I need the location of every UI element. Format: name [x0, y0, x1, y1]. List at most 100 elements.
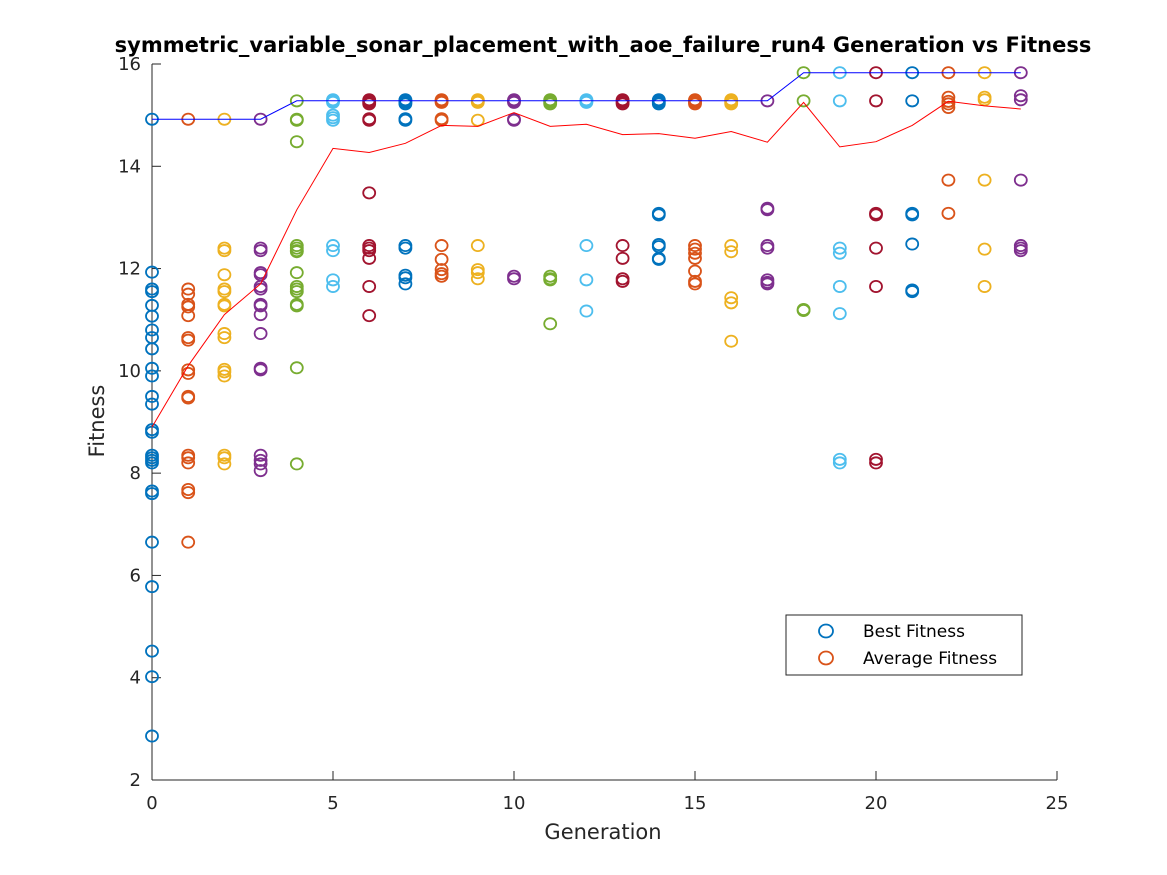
data-point [579, 273, 594, 287]
data-point [145, 323, 159, 337]
data-point [181, 287, 196, 301]
data-point [688, 239, 702, 253]
data-point [253, 308, 268, 322]
data-point [253, 453, 268, 467]
data-point [832, 94, 847, 108]
data-point [253, 327, 268, 341]
x-tick-label: 0 [146, 793, 157, 814]
data-point [362, 97, 377, 111]
data-point [760, 277, 775, 291]
data-point [543, 97, 558, 111]
data-point [398, 113, 413, 127]
data-point [326, 113, 340, 127]
data-point [507, 95, 521, 109]
data-point [181, 486, 196, 500]
data-point [181, 333, 196, 347]
data-point [905, 237, 920, 251]
data-point [724, 291, 739, 305]
data-point [977, 279, 992, 293]
data-point [869, 241, 883, 255]
data-point [688, 242, 702, 256]
data-point [326, 273, 340, 287]
data-point [434, 252, 449, 266]
data-point [217, 244, 232, 258]
data-point [543, 273, 558, 287]
data-point [543, 317, 558, 331]
data-point [651, 208, 666, 222]
data-point [470, 113, 485, 127]
legend-marker [818, 623, 834, 639]
x-tick-label: 25 [1046, 793, 1069, 814]
y-tick-label: 4 [130, 668, 141, 689]
data-point [362, 279, 377, 293]
data-point [289, 266, 304, 280]
data-point [434, 263, 449, 277]
data-point [362, 251, 377, 265]
data-point [615, 239, 630, 253]
data-point [905, 285, 920, 299]
data-point [289, 457, 304, 471]
data-point [869, 279, 883, 293]
data-point [145, 285, 159, 299]
data-point [362, 309, 377, 323]
data-layer [145, 66, 1028, 743]
data-point [905, 94, 920, 108]
y-tick-label: 2 [130, 770, 141, 791]
x-tick-label: 10 [503, 793, 526, 814]
y-tick-label: 6 [130, 565, 141, 586]
data-point [253, 448, 268, 462]
data-point [289, 113, 304, 127]
data-point [434, 239, 449, 253]
data-point [470, 95, 485, 109]
data-point [796, 94, 811, 108]
data-point [688, 246, 702, 260]
data-point [869, 456, 883, 470]
data-point [217, 327, 232, 341]
data-point [217, 451, 232, 465]
data-point [1013, 244, 1028, 258]
data-point [181, 456, 196, 470]
legend-marker [818, 650, 834, 666]
data-point [145, 309, 159, 323]
data-point [145, 670, 159, 684]
y-tick-label: 8 [130, 463, 141, 484]
data-point [1013, 93, 1028, 107]
data-point [651, 97, 666, 111]
data-point [398, 271, 413, 285]
data-point [289, 285, 304, 299]
data-point [145, 369, 159, 383]
data-point [181, 391, 196, 405]
data-point [869, 208, 883, 222]
data-point [145, 580, 159, 594]
data-point [832, 246, 847, 260]
data-point [289, 135, 304, 149]
data-point [688, 277, 702, 291]
data-point [145, 535, 159, 549]
data-point [724, 296, 739, 310]
data-point [181, 282, 196, 296]
y-tick-label: 16 [118, 54, 141, 75]
data-point [326, 244, 340, 258]
data-point [289, 299, 304, 313]
data-point [181, 451, 196, 465]
data-point [362, 186, 377, 200]
data-point [217, 299, 232, 313]
data-point [217, 369, 232, 383]
data-point [760, 241, 775, 255]
data-point [832, 456, 847, 470]
data-point [832, 452, 847, 466]
data-point [579, 239, 594, 253]
data-point [253, 457, 268, 471]
data-point [398, 97, 413, 111]
data-point [362, 244, 377, 258]
data-point [145, 342, 159, 356]
data-point [941, 173, 956, 187]
data-point [145, 361, 159, 375]
y-tick-label: 14 [118, 156, 141, 177]
data-point [434, 95, 449, 109]
data-point [724, 239, 739, 253]
data-point [832, 241, 847, 255]
data-point [145, 644, 159, 658]
data-point [724, 334, 739, 348]
data-point [724, 245, 739, 259]
